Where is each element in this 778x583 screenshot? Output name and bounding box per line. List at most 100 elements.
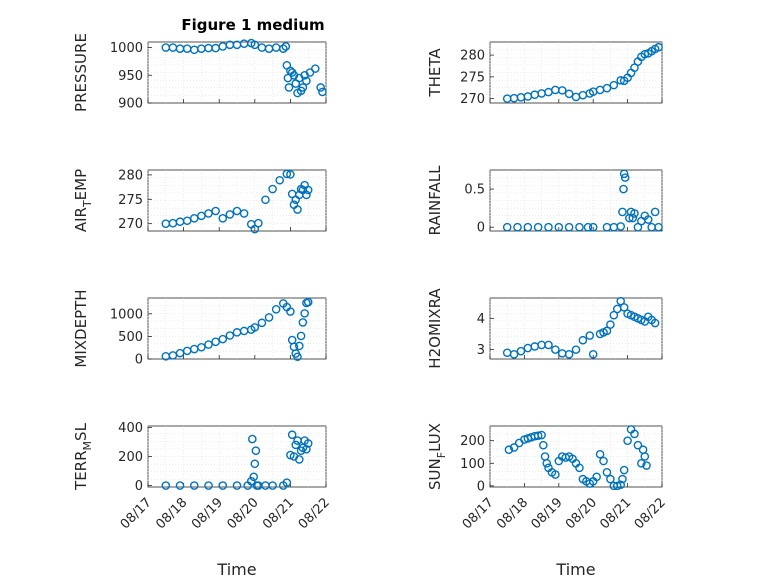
data-point	[254, 218, 263, 228]
x-tick-label: 08/18	[153, 495, 190, 532]
data-point	[261, 195, 270, 205]
x-tick-label: 08/22	[296, 495, 333, 532]
data-point	[643, 215, 653, 224]
data-point	[609, 310, 619, 320]
subplot-7: 0 200 400 TERRMSL 08/1708/1808/1908/2008/210…	[72, 421, 333, 579]
data-point	[513, 222, 522, 232]
data-point	[575, 463, 584, 473]
data-point	[542, 458, 552, 468]
y-tick-label: 900	[118, 97, 143, 112]
data-point	[609, 80, 619, 90]
data-point	[275, 175, 285, 185]
subplot-5: 0 500 1000 MIXDEPTH	[72, 289, 327, 368]
data-point	[284, 83, 294, 92]
y-tick-label: 0.5	[464, 183, 485, 198]
y-tick-label: 950	[118, 69, 143, 84]
data-point	[278, 44, 288, 53]
data-point	[218, 214, 228, 223]
data-point	[630, 209, 639, 218]
data-point	[625, 213, 634, 223]
data-point	[298, 83, 308, 92]
x-tick-label: 08/17	[118, 495, 155, 532]
y-axis-label: THETA	[426, 48, 444, 98]
data-point	[654, 42, 663, 52]
data-point	[298, 318, 308, 327]
data-point	[642, 461, 651, 470]
y-tick-label: 0	[135, 353, 143, 368]
y-tick-label: 200	[460, 434, 485, 449]
data-point	[619, 169, 629, 179]
y-tick-label: 1000	[110, 307, 143, 322]
data-point	[302, 444, 311, 454]
y-tick-label: 0	[477, 221, 485, 236]
y-tick-label: 275	[118, 193, 143, 208]
y-tick-label: 500	[118, 330, 143, 345]
x-axis-label: Time	[555, 560, 595, 579]
x-tick-label: 08/19	[529, 495, 566, 532]
x-tick-label: 08/21	[260, 495, 297, 532]
data-point	[225, 331, 235, 340]
data-point	[620, 173, 630, 182]
y-tick-label: 270	[460, 92, 485, 107]
y-axis-label: TERRMSL	[72, 422, 94, 491]
y-axis-label: MIXDEPTH	[72, 289, 90, 367]
data-point	[637, 458, 646, 468]
subplot-3: 270 275 280 AIRTEMP	[72, 168, 327, 234]
data-point	[250, 323, 260, 332]
data-point	[616, 296, 626, 306]
data-point	[544, 222, 553, 232]
data-point	[268, 481, 277, 490]
data-point	[516, 346, 526, 356]
data-point	[575, 222, 584, 232]
y-tick-label: 400	[118, 421, 143, 436]
data-point	[544, 340, 553, 350]
data-point	[257, 318, 267, 328]
data-point	[204, 481, 213, 490]
data-point	[557, 86, 567, 95]
x-tick-label: 08/22	[632, 495, 669, 532]
x-tick-label: 08/18	[494, 495, 531, 532]
data-point	[585, 331, 595, 340]
data-point	[599, 456, 608, 466]
data-point	[282, 169, 292, 179]
data-point	[197, 342, 206, 352]
data-point	[251, 446, 261, 455]
data-point	[502, 222, 512, 232]
data-point	[623, 436, 632, 445]
data-point	[294, 341, 304, 351]
figure-title: Figure 1 medium	[181, 16, 324, 34]
data-point	[616, 222, 626, 231]
data-point	[533, 222, 543, 232]
data-point	[287, 430, 297, 440]
data-point	[218, 334, 228, 344]
y-axis-label: AIRTEMP	[72, 169, 94, 232]
x-tick-label: 08/21	[597, 495, 634, 532]
data-point	[554, 222, 564, 232]
data-point	[539, 440, 548, 450]
data-point	[249, 472, 259, 482]
data-point	[282, 478, 292, 487]
data-point	[303, 185, 313, 195]
subplot-6: 3 4 H2OMIXRA	[426, 288, 663, 369]
data-point	[250, 40, 260, 50]
data-point	[318, 87, 327, 97]
data-point	[268, 184, 277, 194]
data-point	[211, 206, 220, 216]
data-point	[602, 83, 612, 93]
y-tick-label: 3	[477, 343, 485, 358]
data-point	[606, 474, 615, 484]
y-tick-label: 200	[118, 450, 143, 465]
y-axis-label: H2OMIXRA	[426, 288, 444, 369]
data-point	[509, 443, 519, 452]
x-tick-label: 08/17	[460, 495, 497, 532]
data-point	[189, 481, 199, 490]
data-point	[619, 184, 628, 194]
data-point	[286, 170, 295, 179]
y-tick-label: 0	[135, 479, 143, 494]
data-point	[602, 468, 612, 477]
data-point	[650, 207, 660, 217]
data-point	[618, 207, 627, 217]
data-point	[630, 429, 639, 439]
data-point	[592, 472, 601, 482]
data-point	[204, 340, 213, 349]
